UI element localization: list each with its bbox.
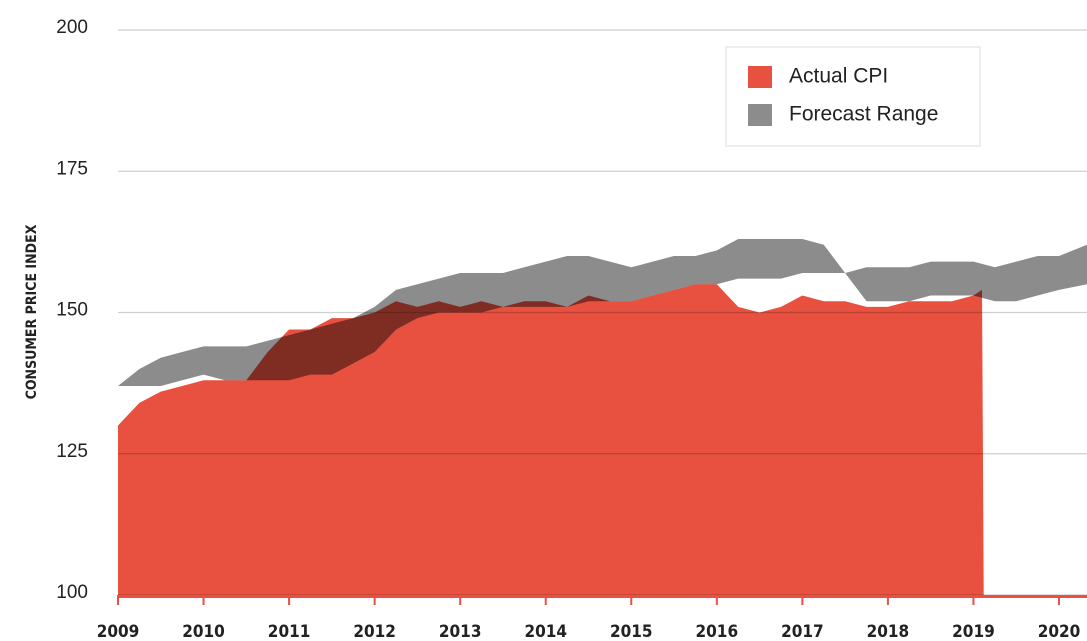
- legend-box: [725, 46, 981, 147]
- x-tick-label: 2016: [696, 622, 739, 641]
- x-tick-label: 2011: [268, 622, 311, 641]
- x-tick-label: 2020: [1038, 622, 1081, 641]
- legend-label: Actual CPI: [789, 65, 888, 88]
- forecast-band: [118, 239, 1087, 386]
- legend-swatch: [748, 66, 772, 88]
- y-tick-label: 175: [56, 158, 88, 179]
- legend-swatch: [748, 104, 772, 126]
- y-axis-label: CONSUMER PRICE INDEX: [24, 224, 40, 399]
- x-tick-label: 2010: [182, 622, 225, 641]
- y-tick-label: 150: [56, 300, 88, 321]
- x-tick-label: 2009: [97, 622, 140, 641]
- x-tick-label: 2012: [353, 622, 396, 641]
- y-tick-label: 200: [56, 17, 88, 38]
- x-tick-label: 2018: [867, 622, 910, 641]
- x-tick-label: 2013: [439, 622, 482, 641]
- legend-label: Forecast Range: [789, 103, 938, 126]
- x-tick-label: 2019: [952, 622, 995, 641]
- y-tick-label: 125: [56, 441, 88, 462]
- plot-area: [118, 29, 1087, 596]
- x-tick-label: 2015: [610, 622, 653, 641]
- actual-area: [118, 284, 1087, 595]
- x-tick-label: 2014: [524, 622, 567, 641]
- y-tick-label: 100: [56, 582, 88, 603]
- x-tick-label: 2017: [781, 622, 824, 641]
